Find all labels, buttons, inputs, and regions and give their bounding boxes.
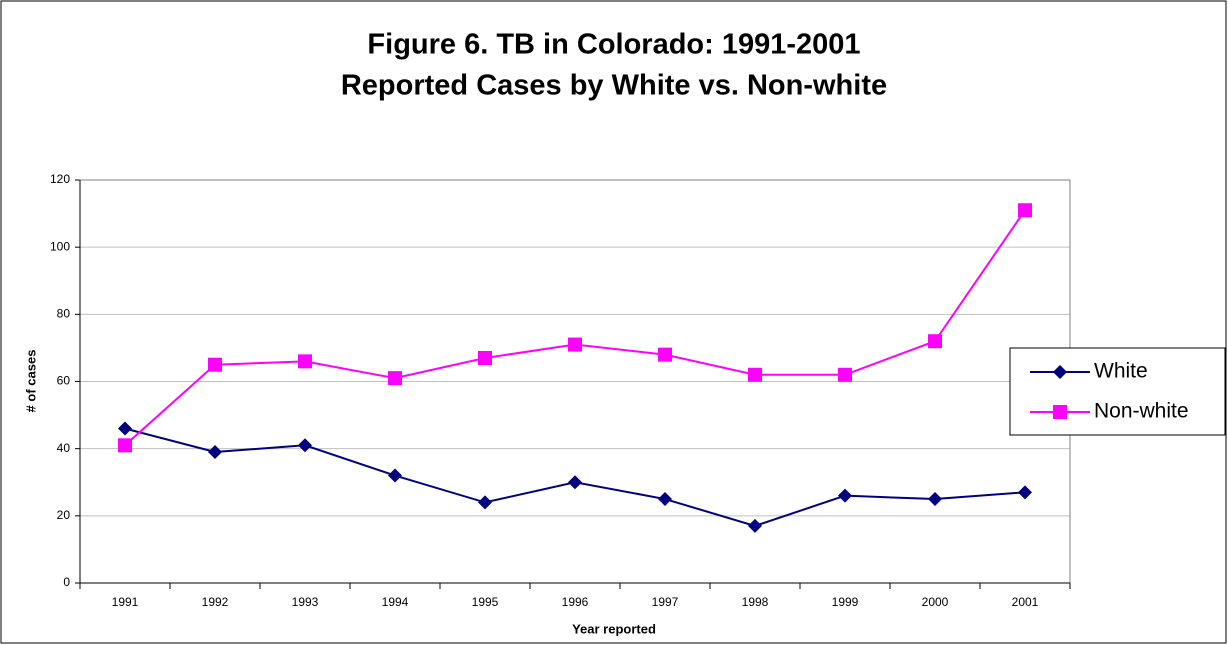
marker (478, 350, 492, 365)
marker (208, 445, 222, 460)
marker (1053, 405, 1067, 419)
chart-title: Figure 6. TB in Colorado: 1991-2001 (367, 29, 860, 61)
x-tick-label: 2000 (922, 595, 949, 609)
marker (748, 367, 762, 382)
x-axis-title: Year reported (572, 621, 656, 636)
x-tick-label: 1991 (112, 595, 139, 609)
x-tick-label: 1999 (832, 595, 859, 609)
marker (1018, 485, 1032, 500)
y-tick-label: 0 (63, 575, 70, 589)
x-tick-label: 1998 (742, 595, 769, 609)
x-tick-label: 2001 (1012, 595, 1039, 609)
marker (748, 518, 762, 533)
marker (928, 334, 942, 349)
marker (838, 488, 852, 503)
y-tick-label: 120 (50, 172, 70, 186)
marker (298, 438, 312, 453)
x-tick-label: 1996 (562, 595, 589, 609)
chart-subtitle: Reported Cases by White vs. Non-white (341, 70, 887, 102)
y-tick-label: 60 (57, 374, 71, 388)
marker (658, 347, 672, 362)
marker (388, 468, 402, 483)
marker (118, 438, 132, 453)
marker (568, 337, 582, 352)
y-tick-label: 80 (57, 307, 71, 321)
marker (298, 354, 312, 369)
legend-label: White (1094, 360, 1148, 383)
marker (928, 492, 942, 507)
y-tick-label: 20 (57, 508, 71, 522)
marker (568, 475, 582, 490)
marker (658, 492, 672, 507)
marker (1018, 203, 1032, 218)
marker (118, 421, 132, 436)
x-tick-label: 1992 (202, 595, 229, 609)
y-tick-label: 40 (57, 441, 71, 455)
marker (208, 357, 222, 372)
x-tick-label: 1993 (292, 595, 319, 609)
marker (838, 367, 852, 382)
x-tick-label: 1997 (652, 595, 679, 609)
y-tick-label: 100 (50, 239, 70, 253)
marker (1053, 365, 1067, 379)
x-tick-label: 1995 (472, 595, 499, 609)
x-tick-label: 1994 (382, 595, 409, 609)
y-axis-title: # of cases (23, 350, 38, 413)
legend-box (1009, 347, 1226, 436)
legend-label: Non-white (1094, 400, 1189, 423)
marker (478, 495, 492, 510)
marker (388, 371, 402, 386)
